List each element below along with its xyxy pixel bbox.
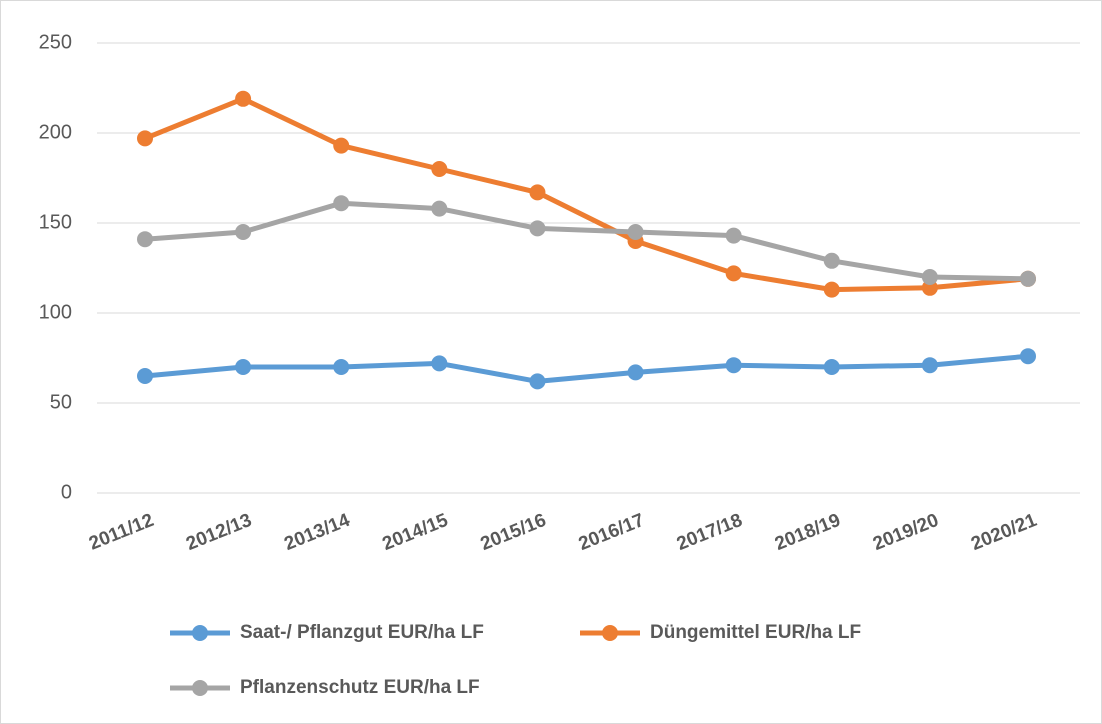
- marker: [921, 357, 938, 374]
- line: [144, 353, 1029, 384]
- line: [144, 96, 1029, 293]
- legend-label: Saat-/ Pflanzgut EUR/ha LF: [240, 622, 484, 643]
- marker: [1020, 270, 1036, 287]
- legend-marker: [602, 625, 618, 641]
- marker: [137, 368, 153, 384]
- line: [144, 200, 1029, 282]
- marker: [333, 137, 350, 154]
- marker: [725, 227, 742, 244]
- marker: [137, 130, 153, 147]
- legend-marker: [192, 680, 208, 696]
- y-tick-label: 50: [50, 391, 72, 413]
- y-tick-label: 250: [39, 31, 72, 53]
- marker: [333, 195, 350, 212]
- marker: [627, 224, 644, 240]
- marker: [725, 265, 742, 282]
- y-tick-label: 0: [61, 481, 72, 503]
- marker: [333, 359, 350, 375]
- marker: [235, 359, 252, 375]
- marker: [137, 231, 153, 248]
- marker: [529, 373, 546, 390]
- marker: [529, 220, 546, 237]
- marker: [431, 200, 448, 217]
- marker: [823, 359, 840, 375]
- marker: [235, 90, 252, 107]
- marker: [235, 224, 252, 240]
- marker: [823, 252, 840, 269]
- marker: [627, 364, 644, 381]
- marker: [431, 355, 448, 372]
- y-tick-label: 100: [39, 301, 72, 323]
- marker: [529, 184, 546, 201]
- marker: [921, 269, 938, 285]
- legend-label: Pflanzenschutz EUR/ha LF: [240, 677, 480, 698]
- marker: [725, 357, 742, 374]
- marker: [823, 281, 840, 298]
- legend-marker: [192, 625, 208, 641]
- y-tick-label: 200: [39, 121, 72, 143]
- legend-label: Düngemittel EUR/ha LF: [650, 622, 861, 643]
- marker: [431, 161, 448, 177]
- y-tick-label: 150: [39, 211, 72, 233]
- marker: [1020, 348, 1036, 365]
